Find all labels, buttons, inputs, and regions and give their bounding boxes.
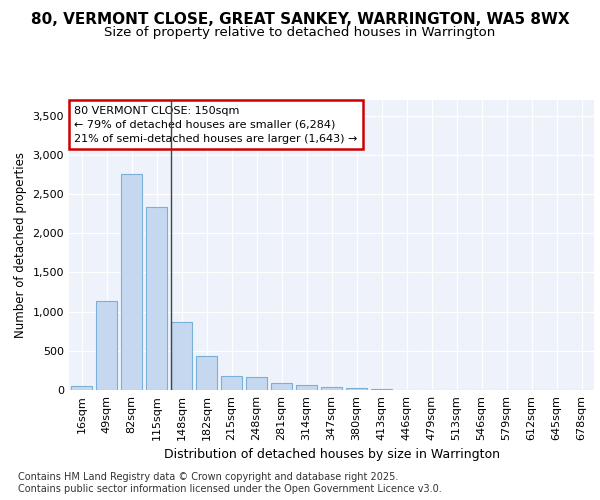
Text: Size of property relative to detached houses in Warrington: Size of property relative to detached ho… (104, 26, 496, 39)
Bar (146, 206, 167, 390)
Text: Contains public sector information licensed under the Open Government Licence v3: Contains public sector information licen… (18, 484, 442, 494)
Bar (371, 389, 392, 390)
Text: 80 VERMONT CLOSE: 150sqm
← 79% of detached houses are smaller (6,284)
21% of sem: 80 VERMONT CLOSE: 150sqm ← 79% of detach… (74, 106, 358, 144)
Bar (246, 378, 267, 390)
X-axis label: Distribution of detached houses by size in Warrington: Distribution of detached houses by size … (163, 448, 499, 462)
Bar (321, 388, 342, 390)
Bar (271, 383, 292, 390)
Y-axis label: Number of detached properties: Number of detached properties (14, 152, 27, 338)
Bar (171, 322, 192, 390)
Bar (71, 386, 92, 390)
Bar (96, 302, 117, 390)
Bar (121, 174, 142, 390)
Bar (346, 388, 367, 390)
Text: Contains HM Land Registry data © Crown copyright and database right 2025.: Contains HM Land Registry data © Crown c… (18, 472, 398, 482)
Text: 80, VERMONT CLOSE, GREAT SANKEY, WARRINGTON, WA5 8WX: 80, VERMONT CLOSE, GREAT SANKEY, WARRING… (31, 12, 569, 28)
Bar (221, 376, 242, 390)
Bar (296, 386, 317, 390)
Bar (196, 356, 217, 390)
